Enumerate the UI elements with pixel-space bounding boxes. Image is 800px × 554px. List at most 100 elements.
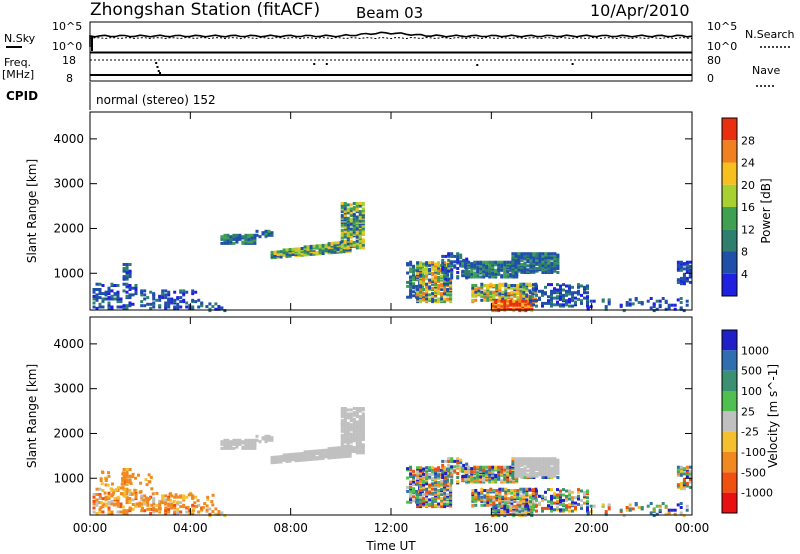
power-cell (685, 303, 689, 307)
power-cell (179, 289, 183, 293)
power-cell (419, 290, 423, 294)
velocity-cell (161, 494, 165, 498)
velocity-cell (415, 489, 419, 493)
power-cell (667, 303, 671, 307)
velocity-cell (176, 510, 180, 514)
velocity-cell (523, 466, 527, 470)
power-cell (437, 261, 441, 265)
power-cell (95, 288, 99, 291)
power-cell (523, 254, 527, 258)
velocity-cell (140, 494, 144, 498)
velocity-cell (131, 498, 135, 502)
velocity-cell (119, 502, 123, 506)
velocity-cell (129, 482, 133, 485)
velocity-cell (130, 492, 134, 496)
velocity-cell (679, 469, 683, 473)
velocity-cell (619, 508, 623, 512)
power-cell (447, 258, 451, 262)
power-cell (425, 277, 429, 281)
velocity-cell (229, 445, 233, 449)
velocity-cell (158, 503, 162, 507)
velocity-cell (685, 484, 689, 488)
power-cell (167, 297, 171, 301)
power-cell (688, 280, 692, 284)
power-cell (571, 291, 574, 295)
velocity-cell (500, 469, 504, 473)
power-cell (474, 290, 478, 294)
power-cell (431, 292, 435, 296)
power-cell (182, 298, 186, 302)
velocity-cell (607, 503, 611, 507)
power-cell (428, 297, 432, 301)
power-cell (315, 244, 319, 248)
power-cell (279, 250, 283, 254)
velocity-cell (349, 444, 353, 448)
power-cell (562, 293, 565, 297)
velocity-cell (532, 465, 536, 469)
velocity-cell (491, 507, 495, 511)
power-cell (226, 241, 230, 245)
power-cell (361, 202, 365, 205)
velocity-cell (179, 505, 183, 509)
power-cell (544, 285, 547, 289)
power-cell (520, 263, 524, 266)
power-cell (547, 264, 551, 268)
power-cell (309, 244, 313, 248)
velocity-cell (531, 497, 535, 501)
velocity-cell (443, 502, 447, 506)
velocity-cell (529, 500, 532, 504)
velocity-cell (682, 472, 686, 476)
colorbar-tick-label: 8 (741, 246, 748, 259)
velocity-cell (450, 473, 454, 477)
velocity-cell (109, 487, 113, 491)
nave-dip-dot (571, 63, 574, 65)
velocity-cell (425, 502, 429, 506)
power-cell (116, 296, 120, 300)
velocity-cell (138, 501, 142, 505)
power-cell (431, 267, 435, 271)
velocity-cell (264, 434, 268, 438)
power-cell (229, 235, 233, 239)
velocity-cell (441, 470, 445, 474)
power-cell (522, 294, 526, 298)
power-cell (525, 286, 529, 290)
velocity-cell (134, 504, 138, 508)
power-cell (619, 303, 623, 307)
power-cell (532, 252, 536, 256)
power-cell (232, 233, 236, 237)
velocity-cell (586, 496, 589, 500)
power-cell (200, 301, 204, 305)
power-cell (179, 300, 183, 304)
velocity-cell (116, 486, 120, 490)
power-cell (640, 301, 644, 304)
velocity-cell (192, 507, 196, 511)
power-cell (494, 268, 498, 272)
power-cell (592, 299, 596, 303)
power-cell (409, 293, 413, 296)
power-cell (125, 263, 129, 266)
power-cell (682, 282, 686, 286)
power-cell (604, 305, 608, 309)
power-cell (534, 297, 538, 301)
velocity-cell (562, 488, 565, 492)
velocity-cell (145, 500, 149, 504)
power-cell (110, 305, 114, 309)
power-cell (507, 284, 511, 287)
colorbar-segment (722, 207, 737, 230)
power-cell (479, 260, 483, 264)
velocity-cell (419, 489, 423, 492)
power-cell (532, 267, 536, 270)
power-cell (504, 282, 508, 286)
velocity-cell (510, 502, 514, 506)
velocity-cell (425, 490, 429, 494)
power-cell (107, 286, 111, 290)
power-cell (501, 290, 505, 294)
x-tick-label: 20:00 (574, 521, 609, 535)
power-cell (143, 304, 147, 308)
power-cell (685, 270, 689, 274)
power-cell (586, 301, 589, 305)
velocity-cell (446, 471, 450, 475)
power-cell (143, 293, 147, 297)
power-cell (685, 276, 689, 280)
power-cell (355, 215, 359, 219)
